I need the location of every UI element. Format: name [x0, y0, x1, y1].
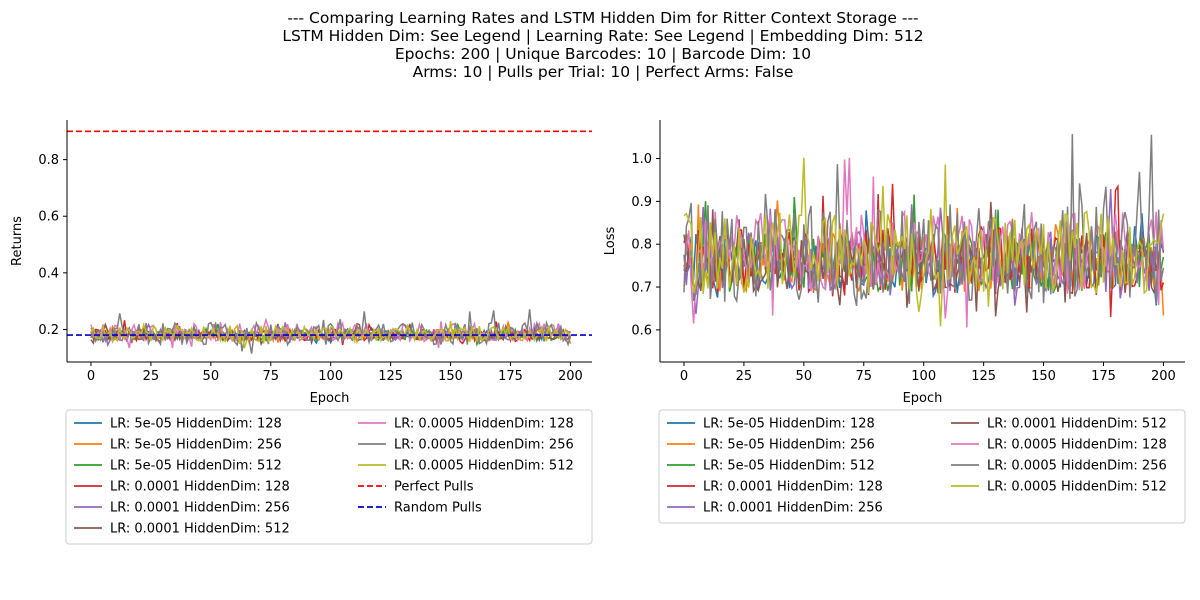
legend: LR: 5e-05 HiddenDim: 128 LR: 5e-05 Hidden…	[658, 409, 1186, 524]
chart-panel-1: 0 25 50 75 100 125 150 175 200 0.2 0.4 0.6 0.8 Epoch R…	[10, 120, 593, 545]
legend-box	[65, 409, 593, 545]
x-tick-label-175: 175	[498, 369, 523, 384]
x-tick-label-25: 25	[736, 369, 753, 384]
y-tick-label-3: 0.8	[38, 153, 59, 168]
x-axis-label: Epoch	[903, 391, 943, 406]
legend: LR: 5e-05 HiddenDim: 128 LR: 5e-05 Hidden…	[65, 409, 593, 545]
x-tick-label-200: 200	[558, 369, 583, 384]
legend-label-6: LR: 0.0001 HiddenDim: 512	[110, 522, 290, 537]
x-tick-label-75: 75	[262, 369, 279, 384]
legend-label-2: LR: 5e-05 HiddenDim: 256	[703, 438, 875, 453]
x-tick-label-200: 200	[1151, 369, 1176, 384]
x-tick-label-100: 100	[911, 369, 936, 384]
title-line-3: Epochs: 200 | Unique Barcodes: 10 | Barc…	[394, 45, 812, 63]
legend-label-9: LR: 0.0005 HiddenDim: 512	[987, 480, 1167, 495]
plot-area	[683, 134, 1165, 328]
legend-label-7: LR: 0.0005 HiddenDim: 128	[394, 417, 574, 432]
legend-label-8: LR: 0.0005 HiddenDim: 256	[987, 459, 1167, 474]
x-tick-label-150: 150	[438, 369, 463, 384]
series-line-9	[90, 321, 571, 349]
x-tick-label-100: 100	[318, 369, 343, 384]
legend-label-4: LR: 0.0001 HiddenDim: 128	[110, 480, 290, 495]
legend-label-3: LR: 5e-05 HiddenDim: 512	[703, 459, 875, 474]
legend-label-4: LR: 0.0001 HiddenDim: 128	[703, 480, 883, 495]
y-tick-label-0: 0.6	[631, 323, 652, 338]
y-axis-label: Returns	[10, 216, 25, 266]
figure-title: --- Comparing Learning Rates and LSTM Hi…	[0, 9, 1200, 81]
y-tick-label-1: 0.7	[631, 281, 652, 296]
legend-label-11: Random Pulls	[394, 501, 482, 516]
legend-label-8: LR: 0.0005 HiddenDim: 256	[394, 438, 574, 453]
legend-label-3: LR: 5e-05 HiddenDim: 512	[110, 459, 282, 474]
legend-label-2: LR: 5e-05 HiddenDim: 256	[110, 438, 282, 453]
legend-label-10: Perfect Pulls	[394, 480, 474, 495]
legend-label-1: LR: 5e-05 HiddenDim: 128	[703, 417, 875, 432]
x-tick-label-0: 0	[87, 369, 95, 384]
chart-panel-2: 0 25 50 75 100 125 150 175 200 0.6 0.7 0.8 0.9 1.0 Epo…	[603, 120, 1186, 524]
y-axis-label: Loss	[603, 227, 618, 256]
x-tick-label-50: 50	[796, 369, 813, 384]
x-tick-label-25: 25	[143, 369, 160, 384]
legend-label-1: LR: 5e-05 HiddenDim: 128	[110, 417, 282, 432]
y-tick-label-2: 0.6	[38, 210, 59, 225]
y-tick-label-0: 0.2	[38, 323, 59, 338]
legend-label-5: LR: 0.0001 HiddenDim: 256	[110, 501, 290, 516]
x-tick-label-125: 125	[378, 369, 403, 384]
legend-label-6: LR: 0.0001 HiddenDim: 512	[987, 417, 1167, 432]
y-tick-label-3: 0.9	[631, 195, 652, 210]
y-tick-label-1: 0.4	[38, 266, 59, 281]
x-tick-label-0: 0	[680, 369, 688, 384]
x-tick-label-75: 75	[855, 369, 872, 384]
x-tick-label-150: 150	[1031, 369, 1056, 384]
x-axis-label: Epoch	[310, 391, 350, 406]
plot-area	[67, 130, 592, 354]
legend-label-9: LR: 0.0005 HiddenDim: 512	[394, 459, 574, 474]
title-line-1: --- Comparing Learning Rates and LSTM Hi…	[287, 9, 919, 27]
legend-label-5: LR: 0.0001 HiddenDim: 256	[703, 501, 883, 516]
series-line-9	[683, 157, 1165, 327]
y-tick-label-4: 1.0	[631, 152, 652, 167]
y-tick-label-2: 0.8	[631, 238, 652, 253]
legend-label-7: LR: 0.0005 HiddenDim: 128	[987, 438, 1167, 453]
title-line-2: LSTM Hidden Dim: See Legend | Learning R…	[282, 27, 924, 45]
title-line-4: Arms: 10 | Pulls per Trial: 10 | Perfect…	[412, 63, 794, 81]
series-line-7	[90, 317, 572, 349]
x-tick-label-175: 175	[1091, 369, 1116, 384]
series-line-8	[90, 309, 572, 354]
legend-box	[658, 409, 1186, 524]
x-tick-label-125: 125	[971, 369, 996, 384]
x-tick-label-50: 50	[203, 369, 220, 384]
